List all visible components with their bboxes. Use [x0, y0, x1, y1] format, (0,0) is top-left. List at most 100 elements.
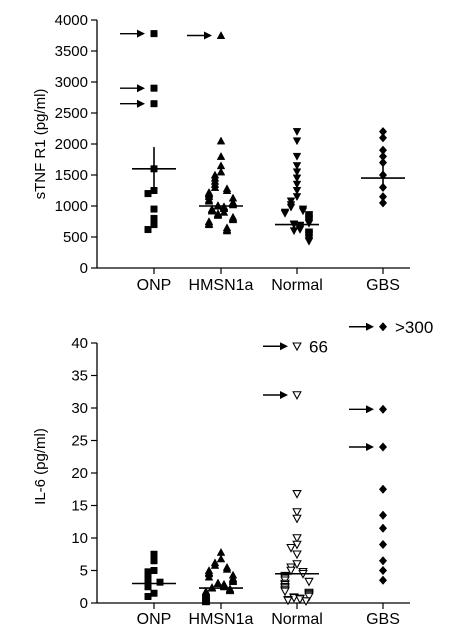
y-tick-label: 2000	[55, 136, 88, 153]
data-point	[378, 565, 388, 576]
data-point	[225, 586, 235, 595]
data-point	[213, 210, 223, 219]
data-point	[292, 550, 302, 560]
y-tick-label: 1000	[55, 198, 88, 215]
stnfr1-panel: 0 500 1000 1500 2000 2500 3000 3500 4000 sTNF R1 …	[32, 12, 410, 294]
data-point	[150, 589, 158, 597]
x-category-label: HMSN1a	[189, 611, 254, 626]
data-point	[378, 322, 388, 332]
data-point	[286, 203, 296, 212]
data-point	[378, 523, 388, 533]
data-point	[216, 167, 226, 176]
data-point	[292, 342, 302, 352]
arrow-head	[204, 31, 212, 40]
data-point	[216, 31, 226, 39]
x-category-label: Normal	[271, 611, 323, 626]
x-category-label: GBS	[366, 277, 400, 294]
data-point	[150, 557, 158, 565]
x-category-label: GBS	[366, 611, 400, 626]
data-point	[219, 207, 229, 216]
data-point	[216, 136, 226, 145]
data-point	[144, 190, 152, 198]
data-point	[204, 572, 214, 581]
y-tick-label: 30	[71, 400, 88, 417]
data-point	[222, 564, 232, 573]
x-category-label: HMSN1a	[189, 277, 254, 294]
data-point	[150, 84, 158, 92]
data-point	[222, 226, 232, 235]
arrow-head	[137, 29, 145, 38]
data-point	[204, 196, 214, 205]
data-point	[378, 198, 388, 208]
data-point	[292, 152, 302, 161]
data-point	[201, 597, 211, 606]
data-point	[292, 187, 302, 195]
data-point	[301, 597, 311, 607]
y-tick-label: 0	[80, 595, 88, 612]
data-point	[304, 219, 314, 228]
data-point	[289, 227, 299, 236]
data-point	[204, 220, 214, 229]
y-tick-label: 500	[63, 229, 88, 246]
data-point	[283, 596, 293, 606]
data-point	[304, 592, 314, 602]
y-tick-label: 25	[71, 433, 88, 450]
y-axis-label: sTNF R1 (pg/ml)	[32, 89, 49, 200]
data-point	[280, 587, 290, 597]
arrow-head	[366, 405, 374, 414]
data-point	[207, 206, 217, 215]
y-tick-label: 3000	[55, 74, 88, 91]
data-point	[150, 214, 158, 222]
data-point	[292, 193, 302, 202]
y-tick-label: 1500	[55, 167, 88, 184]
y-tick-label: 10	[71, 530, 88, 547]
data-point	[216, 152, 226, 160]
data-point	[213, 579, 223, 587]
data-point	[292, 162, 302, 171]
x-category-label: ONP	[137, 277, 172, 294]
data-point	[216, 554, 226, 563]
x-category-label: ONP	[137, 611, 172, 626]
data-point	[144, 583, 152, 591]
data-point	[378, 442, 388, 452]
data-point	[295, 226, 305, 234]
data-point	[292, 534, 302, 544]
x-category-label: Normal	[271, 277, 323, 294]
data-point	[144, 576, 152, 584]
data-point	[210, 183, 220, 191]
data-point	[228, 577, 238, 586]
y-tick-label: 0	[80, 260, 88, 277]
data-point	[150, 550, 158, 558]
y-tick-label: 2500	[55, 105, 88, 122]
data-point	[292, 128, 302, 136]
y-tick-label: 5	[80, 563, 88, 580]
data-point	[286, 566, 296, 576]
data-point	[292, 137, 302, 146]
data-point	[286, 543, 296, 553]
y-axis-label: IL-6 (pg/ml)	[32, 428, 49, 505]
data-point	[150, 30, 158, 38]
data-point	[150, 221, 158, 229]
arrow-head	[280, 342, 288, 351]
arrow-head	[280, 391, 288, 399]
data-point	[144, 226, 152, 234]
arrow-head	[366, 443, 374, 451]
data-point	[292, 180, 302, 189]
data-point	[378, 556, 388, 566]
value-annotation: >300	[395, 318, 433, 337]
data-point	[304, 237, 314, 246]
data-point	[292, 508, 302, 518]
data-point	[378, 404, 388, 414]
y-tick-label: 4000	[55, 12, 88, 29]
value-annotation: 66	[309, 337, 328, 356]
data-point	[378, 484, 388, 494]
data-point	[378, 133, 388, 143]
data-point	[228, 215, 238, 224]
y-tick-label: 35	[71, 368, 88, 385]
arrow-head	[366, 322, 374, 331]
data-point	[292, 391, 302, 401]
y-tick-label: 40	[71, 335, 88, 352]
il6-panel: 0 5 10 15 20 25 30 35 40 IL-6 (pg/ml) ONP HMSN1a Nor…	[32, 318, 433, 626]
data-point	[292, 514, 302, 524]
